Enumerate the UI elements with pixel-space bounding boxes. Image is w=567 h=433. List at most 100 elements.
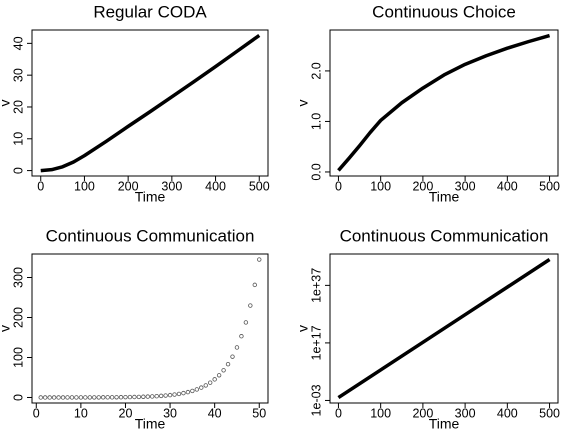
data-line bbox=[337, 258, 551, 400]
x-tick-label: 200 bbox=[412, 179, 433, 193]
data-point bbox=[181, 390, 186, 396]
data-point bbox=[51, 395, 57, 400]
data-point bbox=[136, 394, 142, 400]
plot-box bbox=[31, 253, 269, 404]
y-axis-label: v bbox=[0, 100, 13, 107]
data-point bbox=[65, 395, 70, 400]
y-tick-label: 20 bbox=[11, 100, 25, 114]
data-point bbox=[167, 392, 173, 398]
data-point bbox=[185, 389, 191, 395]
y-axis-label: v bbox=[0, 325, 13, 332]
data-point bbox=[163, 393, 168, 398]
data-point bbox=[230, 354, 235, 359]
data-point bbox=[216, 373, 222, 378]
y-tick-label: 0 bbox=[11, 167, 25, 174]
x-tick-label: 100 bbox=[370, 406, 391, 420]
x-tick-label: 30 bbox=[163, 406, 177, 420]
data-point bbox=[234, 345, 240, 350]
x-tick-label: 400 bbox=[497, 406, 518, 420]
data-point bbox=[123, 394, 128, 400]
y-tick-label: 30 bbox=[11, 68, 25, 82]
data-line bbox=[40, 33, 261, 173]
y-tick-label: 1e+37 bbox=[309, 268, 323, 303]
x-tick-label: 300 bbox=[455, 406, 476, 420]
data-point bbox=[158, 393, 164, 399]
data-point bbox=[83, 395, 88, 400]
data-point bbox=[100, 395, 106, 400]
data-point bbox=[212, 377, 217, 382]
panel-title: Continuous Choice bbox=[372, 2, 516, 21]
data-point bbox=[127, 394, 133, 400]
data-point bbox=[47, 395, 52, 400]
y-tick-label: 1e-03 bbox=[309, 384, 323, 416]
data-point bbox=[194, 387, 200, 392]
data-point bbox=[141, 394, 146, 399]
y-tick-label: 200 bbox=[11, 307, 25, 328]
y-tick-label: 0.0 bbox=[309, 163, 323, 180]
panel-title: Continuous Communication bbox=[46, 226, 255, 245]
data-point bbox=[78, 395, 84, 400]
data-point bbox=[118, 395, 124, 400]
data-point bbox=[257, 257, 262, 262]
x-tick-label: 200 bbox=[118, 179, 139, 193]
data-point bbox=[109, 395, 115, 400]
data-point bbox=[69, 395, 75, 400]
panel-title: Continuous Communication bbox=[340, 226, 549, 245]
x-tick-label: 300 bbox=[161, 179, 182, 193]
data-point bbox=[74, 395, 79, 400]
data-point bbox=[243, 320, 249, 325]
data-point bbox=[203, 383, 208, 388]
x-tick-label: 100 bbox=[74, 179, 95, 193]
x-tick-label: 10 bbox=[74, 406, 88, 420]
data-point bbox=[199, 385, 204, 390]
data-point bbox=[92, 395, 97, 400]
data-point bbox=[87, 395, 92, 400]
x-tick-label: 0 bbox=[37, 179, 44, 193]
y-tick-label: 10 bbox=[11, 132, 25, 146]
plot-box bbox=[329, 253, 559, 404]
x-tick-label: 200 bbox=[412, 406, 433, 420]
x-tick-label: 0 bbox=[33, 406, 40, 420]
data-point bbox=[132, 394, 137, 400]
data-point bbox=[56, 395, 61, 400]
x-tick-label: 20 bbox=[119, 406, 133, 420]
data-point bbox=[38, 395, 43, 400]
x-tick-label: 100 bbox=[370, 179, 391, 193]
data-point bbox=[252, 282, 257, 288]
y-tick-label: 2.0 bbox=[309, 62, 323, 79]
x-tick-label: 500 bbox=[249, 179, 270, 193]
data-point bbox=[150, 394, 155, 399]
data-point bbox=[43, 395, 48, 400]
x-tick-label: 0 bbox=[335, 179, 342, 193]
data-point bbox=[225, 361, 231, 367]
x-tick-label: 40 bbox=[208, 406, 222, 420]
data-point bbox=[145, 394, 150, 399]
data-point bbox=[176, 391, 182, 397]
data-line bbox=[337, 33, 551, 172]
x-tick-label: 500 bbox=[539, 179, 560, 193]
data-point bbox=[208, 380, 213, 385]
x-tick-label: 300 bbox=[455, 179, 476, 193]
data-point bbox=[114, 395, 119, 400]
data-point bbox=[96, 395, 101, 400]
plot-box bbox=[31, 29, 269, 177]
data-point bbox=[239, 334, 244, 339]
x-axis-label: Time bbox=[135, 189, 166, 205]
y-tick-label: 40 bbox=[11, 36, 25, 50]
data-point bbox=[172, 392, 177, 397]
y-axis-label: v bbox=[295, 100, 311, 107]
x-tick-label: 50 bbox=[252, 406, 266, 420]
data-point bbox=[190, 388, 195, 394]
data-point bbox=[248, 303, 253, 308]
y-tick-label: 1.0 bbox=[309, 113, 323, 130]
x-axis-label: Time bbox=[135, 416, 166, 432]
plot-box bbox=[329, 29, 559, 177]
data-point bbox=[105, 395, 110, 400]
x-tick-label: 0 bbox=[335, 406, 342, 420]
x-tick-label: 500 bbox=[539, 406, 560, 420]
y-tick-label: 300 bbox=[11, 267, 25, 288]
x-axis-label: Time bbox=[429, 416, 460, 432]
y-tick-label: 0 bbox=[11, 394, 25, 401]
y-axis-label: v bbox=[295, 325, 311, 332]
